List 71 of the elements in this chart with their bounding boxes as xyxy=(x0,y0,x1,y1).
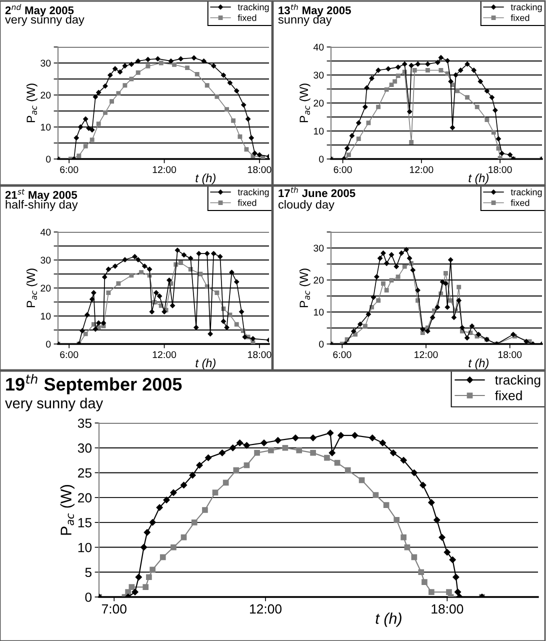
chart-subtitle: very sunny day xyxy=(5,398,104,412)
y-tick-label: 20 xyxy=(78,493,92,502)
y-tick-label: 35 xyxy=(78,418,92,428)
y-tick-label: 40 xyxy=(40,228,51,236)
y-tick-label: 20 xyxy=(40,284,51,292)
x-axis-title: t (h) xyxy=(196,174,216,185)
x-tick-label: 18:00 xyxy=(248,166,272,174)
x-tick-label: 18:00 xyxy=(248,351,272,358)
legend-label: fixed xyxy=(238,14,256,22)
chart-title: 21$^{st}$ May 2005 xyxy=(5,189,78,202)
chart-subtitle: half-shiny day xyxy=(6,200,78,212)
y-tick-label: 20 xyxy=(314,276,324,284)
y-axis-title: P$_{ac}$ (W) xyxy=(299,84,310,122)
x-axis-title: t (h) xyxy=(468,358,488,370)
x-tick-label: 12:00 xyxy=(410,166,434,174)
y-tick-label: 30 xyxy=(40,60,51,67)
x-axis-title: t (h) xyxy=(196,358,216,370)
x-tick-label: 18:00 xyxy=(488,166,512,174)
y-axis-title: P$_{ac}$ (W) xyxy=(26,268,38,308)
legend-label: tracking xyxy=(238,4,269,12)
legend-label: fixed xyxy=(238,199,256,206)
y-tick-label: 0 xyxy=(319,340,324,348)
x-tick-label: 12:00 xyxy=(414,351,438,358)
y-tick-label: 10 xyxy=(314,308,324,316)
y-tick-label: 0 xyxy=(46,156,51,163)
x-tick-label: 18:00 xyxy=(498,351,522,358)
chart-title: 17$^{th}$ June 2005 xyxy=(278,186,356,198)
legend-label: tracking xyxy=(510,4,542,12)
x-tick-label: 12:00 xyxy=(152,166,176,174)
legend-label: tracking xyxy=(510,188,542,198)
x-tick-label: 6:00 xyxy=(60,351,78,358)
x-tick-label: 6:00 xyxy=(334,166,352,174)
chart-title: 2$^{nd}$ May 2005 xyxy=(5,4,74,16)
y-tick-label: 0 xyxy=(46,340,51,348)
x-tick-label: 18:00 xyxy=(432,604,464,614)
y-tick-label: 0 xyxy=(85,592,92,602)
y-axis-title: P$_{ac}$ (W) xyxy=(299,268,310,308)
y-tick-label: 20 xyxy=(314,100,324,107)
y-tick-label: 30 xyxy=(40,256,51,264)
x-tick-label: 12:00 xyxy=(250,604,282,614)
chart-subtitle: sunny day xyxy=(278,15,332,26)
legend-label: tracking xyxy=(495,374,540,388)
y-tick-label: 40 xyxy=(313,44,324,51)
chart-title: 13$^{th}$ May 2005 xyxy=(278,4,351,16)
y-axis-title: P$_{ac}$ (W) xyxy=(26,84,38,122)
y-tick-label: 5 xyxy=(85,568,92,578)
legend-label: fixed xyxy=(495,390,522,400)
y-tick-label: 10 xyxy=(40,124,51,131)
chart-title: 19$^{th}$ September 2005 xyxy=(6,374,182,394)
x-tick-label: 6:00 xyxy=(333,351,352,358)
x-axis-title: t (h) xyxy=(468,174,488,185)
chart-subtitle: very sunny day xyxy=(5,15,84,26)
y-axis-title: P$_{ac}$ (W) xyxy=(60,484,74,535)
legend-label: tracking xyxy=(238,188,269,198)
y-tick-label: 10 xyxy=(40,312,51,320)
y-tick-label: 15 xyxy=(78,518,92,528)
x-tick-label: 7:00 xyxy=(102,604,126,614)
y-tick-label: 10 xyxy=(78,542,92,552)
y-tick-label: 30 xyxy=(314,244,324,252)
x-tick-label: 6:00 xyxy=(60,166,78,174)
y-tick-label: 20 xyxy=(40,92,51,99)
y-tick-label: 10 xyxy=(314,128,324,135)
x-axis-title: t (h) xyxy=(376,612,402,627)
y-tick-label: 25 xyxy=(78,468,92,478)
legend-label: fixed xyxy=(510,199,530,206)
legend-label: fixed xyxy=(510,14,530,22)
y-tick-label: 30 xyxy=(314,72,324,79)
chart-subtitle: cloudy day xyxy=(278,200,334,212)
x-tick-label: 12:00 xyxy=(152,351,176,358)
y-tick-label: 30 xyxy=(78,443,92,453)
y-tick-label: 0 xyxy=(319,156,324,163)
